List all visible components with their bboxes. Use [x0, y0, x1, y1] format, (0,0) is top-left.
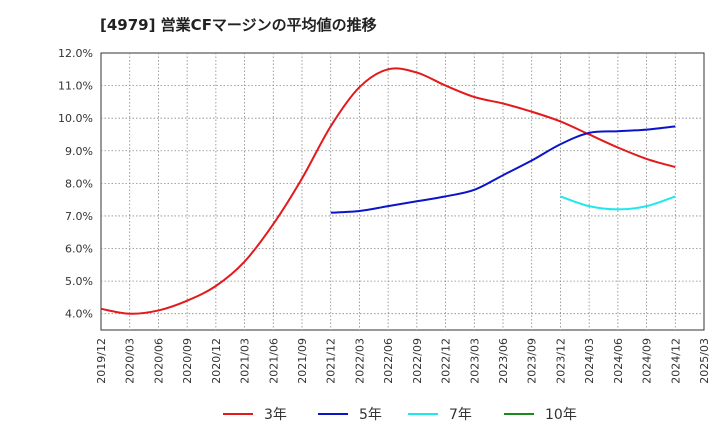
y-tick-label: 12.0%	[58, 47, 93, 60]
y-tick-label: 8.0%	[65, 177, 93, 190]
plot-area	[100, 52, 705, 331]
legend-label-2: 7年	[449, 407, 472, 423]
chart-title: [4979] 営業CFマージンの平均値の推移	[100, 16, 377, 34]
x-tick-label: 2020/06	[152, 338, 165, 384]
x-tick-label: 2022/06	[382, 338, 395, 384]
x-tick-label: 2024/03	[583, 338, 596, 384]
x-tick-label: 2021/09	[296, 338, 309, 384]
x-tick-label: 2021/12	[325, 338, 338, 384]
x-tick-label: 2022/12	[440, 338, 453, 384]
grid-layer	[100, 52, 705, 331]
x-tick-label: 2021/06	[267, 338, 280, 384]
x-tick-label: 2022/09	[411, 338, 424, 384]
series-line-0	[100, 67, 676, 315]
x-tick-label: 2020/03	[124, 338, 137, 384]
x-tick-label: 2020/09	[181, 338, 194, 384]
y-tick-label: 6.0%	[65, 243, 93, 256]
x-tick-label: 2021/03	[239, 338, 252, 384]
x-tick-label: 2024/09	[641, 338, 654, 384]
legend-label-0: 3年	[264, 407, 287, 423]
x-tick-label: 2023/06	[497, 338, 510, 384]
x-tick-label: 2023/09	[526, 338, 539, 384]
x-tick-label: 2025/03	[698, 338, 711, 384]
y-tick-label: 7.0%	[65, 210, 93, 223]
series-layer	[100, 67, 676, 315]
x-tick-label: 2023/03	[468, 338, 481, 384]
x-tick-label: 2023/12	[554, 338, 567, 384]
x-tick-label: 2024/06	[612, 338, 625, 384]
legend-layer: 3年 5年 7年 10年	[223, 407, 577, 423]
y-tick-label: 4.0%	[65, 308, 93, 321]
x-tick-label: 2024/12	[669, 338, 682, 384]
legend-label-3: 10年	[545, 407, 577, 423]
y-tick-label: 10.0%	[58, 112, 93, 125]
x-tick-label: 2020/12	[210, 338, 223, 384]
y-tick-label: 11.0%	[58, 80, 93, 93]
series-line-1	[330, 125, 676, 214]
x-tick-label: 2022/03	[353, 338, 366, 384]
y-tick-label: 5.0%	[65, 275, 93, 288]
axis-layer: 4.0% 5.0% 6.0% 7.0% 8.0% 9.0% 10.0% 11.0% 12.0% 2…	[58, 47, 711, 384]
y-tick-label: 9.0%	[65, 145, 93, 158]
x-tick-label: 2019/12	[95, 338, 108, 384]
series-line-2	[560, 195, 676, 211]
legend-label-1: 5年	[359, 407, 382, 423]
